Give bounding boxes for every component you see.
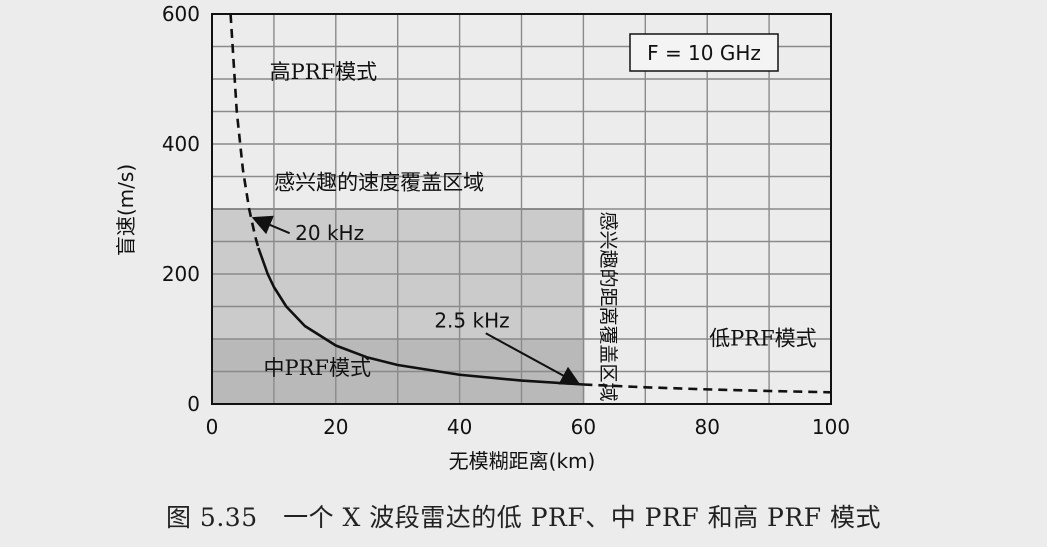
annotation-label: 20 kHz	[295, 221, 364, 245]
y-axis-label: 盲速(m/s)	[114, 164, 138, 256]
x-tick-label: 20	[323, 415, 348, 439]
x-tick-label: 40	[447, 415, 472, 439]
y-tick-label: 600	[162, 2, 200, 26]
annotation-label: 中PRF模式	[263, 356, 371, 380]
series-line	[583, 383, 832, 394]
figure-caption: 图 5.35 一个 X 波段雷达的低 PRF、中 PRF 和高 PRF 模式	[165, 503, 881, 532]
y-tick-label: 0	[187, 392, 200, 416]
legend-label: F = 10 GHz	[647, 41, 761, 65]
legend-box: F = 10 GHz	[629, 33, 779, 72]
series-line	[229, 13, 260, 249]
y-tick-label: 400	[162, 132, 200, 156]
annotation-arrow	[251, 215, 290, 235]
y-tick-label: 200	[162, 262, 200, 286]
x-tick-label: 80	[694, 415, 719, 439]
x-tick-label: 60	[571, 415, 596, 439]
annotation-arrow	[485, 332, 581, 386]
series-line	[257, 247, 584, 386]
annotation-label: 低PRF模式	[709, 327, 817, 351]
x-tick-label: 0	[206, 415, 219, 439]
annotation-label: 2.5 kHz	[434, 308, 509, 332]
x-tick-label: 100	[812, 415, 850, 439]
annotation-label: 感兴趣的距离覆盖区域	[597, 211, 619, 401]
x-axis-label: 无模糊距离(km)	[449, 449, 596, 473]
annotation-label: 高PRF模式	[270, 60, 378, 84]
annotation-label: 感兴趣的速度覆盖区域	[274, 171, 484, 195]
plot-frame	[211, 13, 832, 405]
